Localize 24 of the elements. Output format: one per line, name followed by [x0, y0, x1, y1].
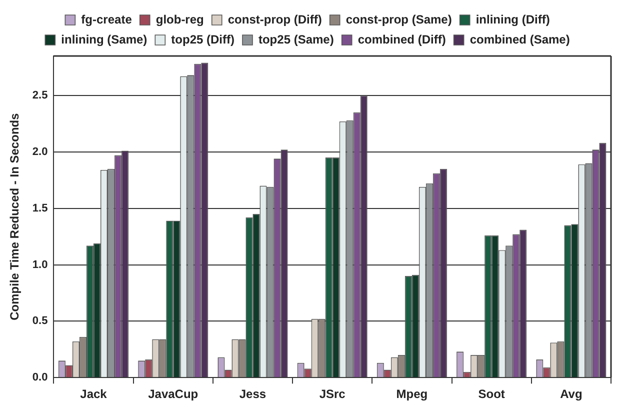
y-tick-label: 2.5: [32, 90, 48, 102]
legend-label: combined (Diff): [358, 32, 446, 46]
legend-label: top25 (Diff): [171, 32, 234, 46]
legend-label: const-prop (Diff): [228, 12, 322, 26]
legend-label: fg-create: [81, 12, 132, 26]
legend-label: inlining (Same): [61, 32, 148, 46]
legend-label: glob-reg: [156, 12, 204, 26]
y-axis-title: Compile Time Reduced - In Seconds: [8, 112, 22, 320]
legend-label: inlining (Diff): [476, 12, 550, 26]
y-tick-label: 1.0: [32, 258, 48, 271]
legend-label: combined (Same): [470, 32, 570, 46]
legend-label: top25 (Same): [258, 32, 334, 46]
y-tick-label: 0.0: [32, 372, 48, 384]
x-tick-label: Jack: [80, 387, 108, 402]
x-tick-label: Avg: [560, 387, 582, 402]
x-tick-label: Jess: [239, 387, 266, 402]
y-tick-label: 2.0: [32, 146, 48, 158]
x-tick-label: Soot: [478, 387, 505, 402]
y-tick-label: 1.5: [32, 202, 48, 214]
x-tick-label: JSrc: [319, 387, 346, 402]
x-tick-label: Mpeg: [396, 387, 428, 402]
legend-label: const-prop (Same): [346, 12, 452, 26]
x-tick-label: JavaCup: [148, 387, 198, 402]
y-tick-label: 0.5: [32, 315, 48, 328]
